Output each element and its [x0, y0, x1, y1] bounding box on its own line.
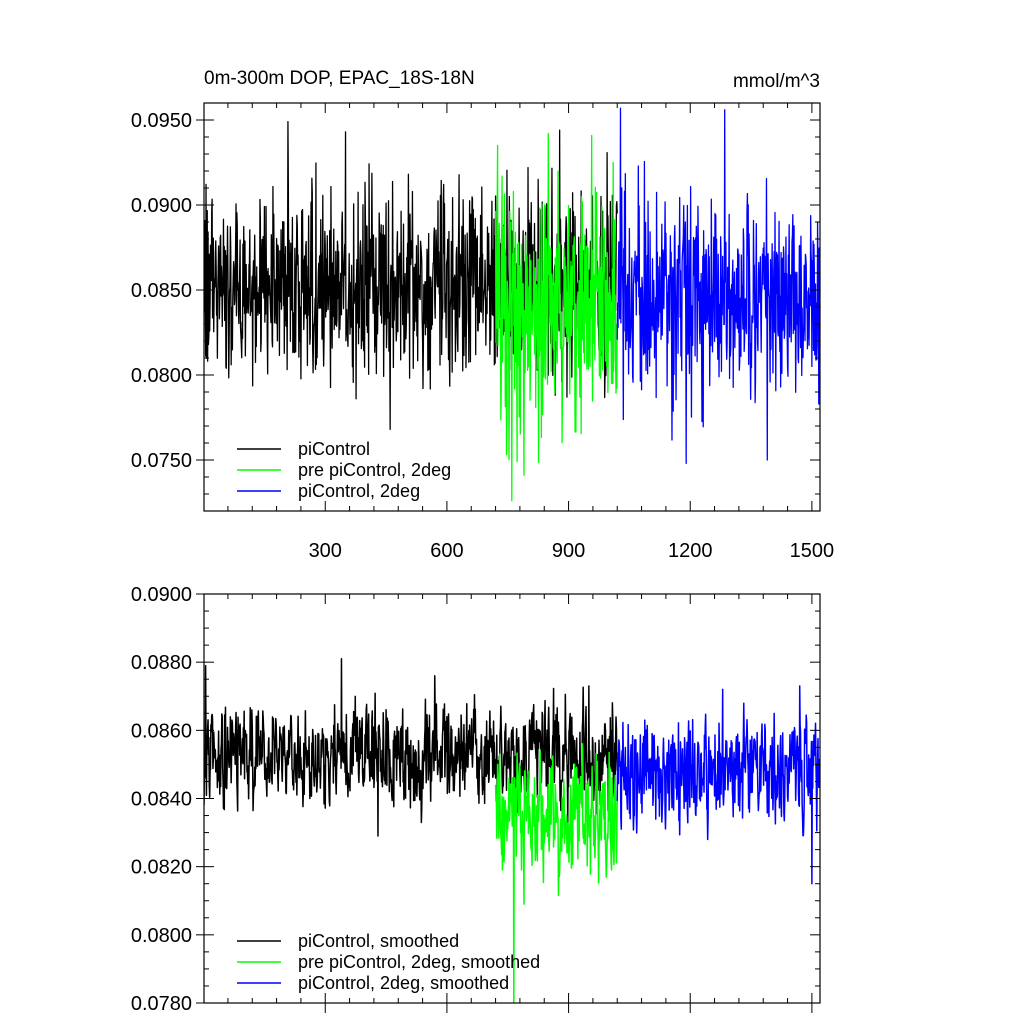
- top-panel: 0m-300m DOP, EPAC_18S-18N mmol/m^3 300 60…: [131, 68, 834, 562]
- y-tick-label: 0.0820: [131, 857, 192, 879]
- legend-entry: pre piControl, 2deg: [298, 460, 451, 480]
- series-line-picontrol: [204, 121, 618, 431]
- x-tick-label: 1200: [668, 540, 713, 562]
- x-tick-label: 1500: [790, 540, 835, 562]
- plot-area: [204, 658, 820, 1003]
- x-tick-label: 900: [552, 540, 585, 562]
- y-tick-label: 0.0780: [131, 993, 192, 1015]
- series-line-pre-picontrol-2deg-smoothed: [494, 743, 618, 1003]
- y-tick-label: 0.0860: [131, 720, 192, 742]
- chart-title: 0m-300m DOP, EPAC_18S-18N: [204, 68, 475, 89]
- series-line-picontrol-2deg: [616, 107, 820, 465]
- y-tick-label: 0.0900: [131, 584, 192, 606]
- y-tick-label: 0.0950: [131, 110, 192, 132]
- legend-entry: piControl, 2deg, smoothed: [298, 973, 509, 993]
- x-tick-label: 300: [309, 540, 342, 562]
- legend-entry: piControl, 2deg: [298, 481, 420, 501]
- series-line-picontrol-smoothed: [204, 658, 618, 837]
- legend-entry: piControl, smoothed: [298, 931, 459, 951]
- plot-area: [204, 107, 820, 502]
- series-line-pre-picontrol-2deg: [494, 132, 618, 502]
- y-tick-label: 0.0900: [131, 195, 192, 217]
- y-tick-label: 0.0800: [131, 925, 192, 947]
- y-tick-label: 0.0750: [131, 450, 192, 472]
- series-line-picontrol-2deg-smoothed: [616, 685, 820, 885]
- y-tick-label: 0.0880: [131, 652, 192, 674]
- units-label: mmol/m^3: [733, 71, 820, 92]
- legend-entry: pre piControl, 2deg, smoothed: [298, 952, 540, 972]
- y-tick-label: 0.0800: [131, 365, 192, 387]
- y-tick-label: 0.0850: [131, 280, 192, 302]
- x-tick-label: 600: [430, 540, 463, 562]
- y-tick-label: 0.0840: [131, 789, 192, 811]
- legend-entry: piControl: [298, 439, 370, 459]
- bottom-panel: 0.0780 0.0800 0.0820 0.0840 0.0860 0.0880 0.09…: [131, 584, 821, 1015]
